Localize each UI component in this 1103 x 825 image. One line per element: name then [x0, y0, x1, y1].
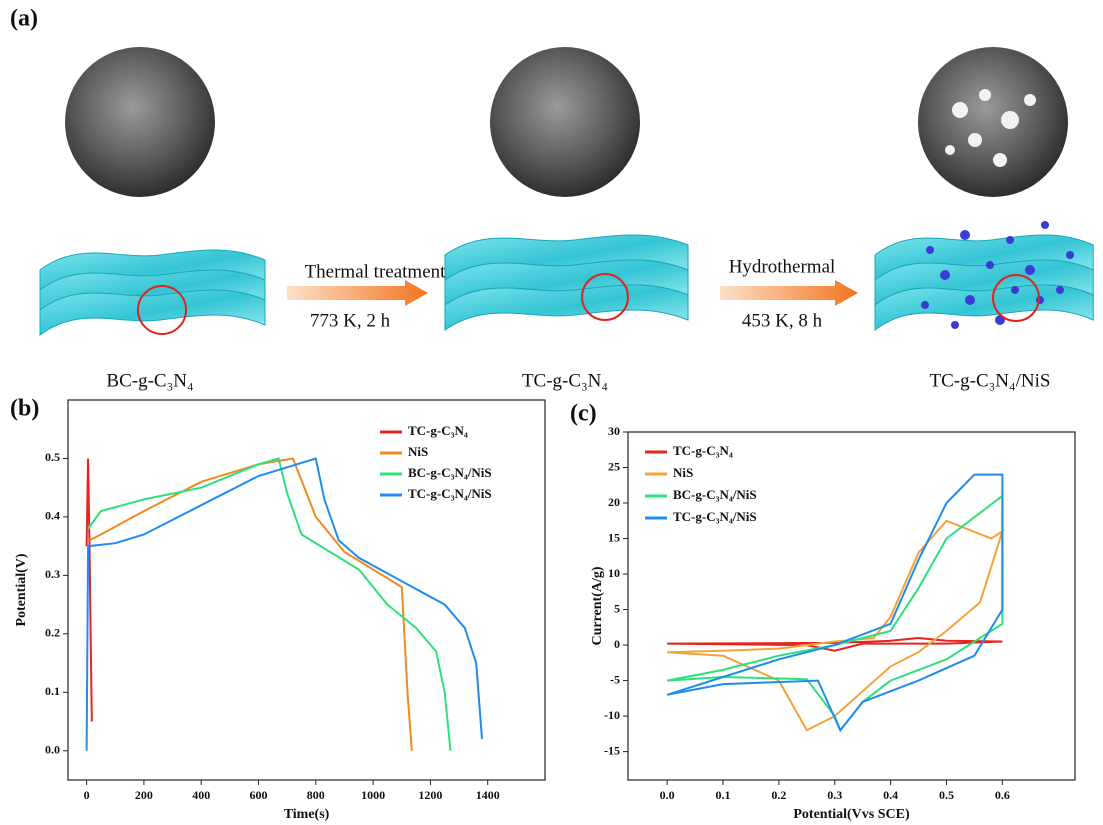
data-line — [85, 458, 93, 722]
step-name: Thermal treatment — [305, 261, 447, 282]
legend-label: TC-g-C₃N₄/NiS — [673, 509, 757, 524]
x-tick-label: 1200 — [418, 788, 442, 802]
sem-image — [490, 47, 640, 197]
stage-label: BC-g-C₃N₄ — [106, 370, 193, 391]
data-line — [89, 457, 413, 751]
x-tick-label: 1400 — [476, 788, 500, 802]
y-axis-label: Potential(V) — [14, 553, 29, 626]
y-tick-label: 10 — [608, 566, 620, 580]
legend-label: BC-g-C₃N₄/NiS — [408, 465, 492, 480]
panel-label: (b) — [10, 396, 39, 422]
step-condition: 773 K, 2 h — [310, 310, 391, 331]
y-tick-label: 30 — [608, 424, 620, 438]
x-axis-label: Potential(Vvs SCE) — [793, 807, 910, 822]
y-tick-label: 0.1 — [45, 684, 60, 698]
y-tick-label: 20 — [608, 495, 620, 509]
legend-label: NiS — [673, 465, 693, 480]
x-tick-label: 0.5 — [939, 788, 954, 802]
x-tick-label: 600 — [250, 788, 268, 802]
data-line — [666, 493, 1004, 733]
x-axis-label: Time(s) — [284, 807, 330, 822]
y-tick-label: 0.5 — [45, 450, 60, 464]
x-tick-label: 800 — [307, 788, 325, 802]
data-line — [667, 636, 1003, 652]
legend-label: TC-g-C₃N₄ — [408, 423, 468, 438]
step-name: Hydrothermal — [729, 256, 836, 277]
y-tick-label: 0.2 — [45, 626, 60, 640]
y-tick-label: 15 — [608, 530, 620, 544]
x-tick-label: 0.1 — [715, 788, 730, 802]
y-tick-label: -10 — [604, 708, 620, 722]
particles — [945, 89, 1036, 167]
x-tick-label: 0.6 — [995, 788, 1010, 802]
x-tick-label: 200 — [135, 788, 153, 802]
data-line — [85, 457, 483, 751]
sem-image — [918, 47, 1068, 197]
legend-label: BC-g-C₃N₄/NiS — [673, 487, 757, 502]
arrows — [287, 280, 858, 306]
stage-label: TC-g-C₃N₄ — [522, 370, 608, 391]
plot-frame — [627, 431, 1076, 781]
panel-label: (c) — [570, 401, 597, 427]
y-tick-label: -5 — [610, 672, 620, 686]
x-tick-label: 1000 — [361, 788, 385, 802]
highlight-circles — [137, 273, 1040, 335]
y-tick-label: 25 — [608, 459, 620, 473]
data-line — [87, 457, 452, 751]
x-tick-label: 0 — [84, 788, 90, 802]
sem-images — [65, 47, 1068, 197]
legend-label: TC-g-C₃N₄/NiS — [408, 486, 492, 501]
legend-label: NiS — [408, 444, 428, 459]
y-tick-label: 0 — [614, 637, 620, 651]
x-tick-label: 0.0 — [660, 788, 675, 802]
panel-label: (a) — [10, 6, 38, 32]
data-line — [666, 473, 1004, 733]
data-line — [667, 519, 1005, 732]
y-tick-label: 0.0 — [45, 743, 60, 757]
x-tick-label: 0.4 — [883, 788, 898, 802]
y-tick-label: 0.4 — [45, 509, 60, 523]
x-tick-label: 0.3 — [827, 788, 842, 802]
y-tick-label: -15 — [604, 743, 620, 757]
stage-label: TC-g-C₃N₄/NiS — [930, 370, 1051, 391]
step-condition: 453 K, 8 h — [742, 310, 823, 331]
y-tick-label: 0.3 — [45, 567, 60, 581]
sheets — [39, 234, 1094, 336]
x-tick-label: 400 — [192, 788, 210, 802]
y-tick-label: 5 — [614, 601, 620, 615]
y-axis-label: Current(A/g) — [590, 566, 605, 645]
plot-frame — [67, 399, 546, 781]
legend-label: TC-g-C₃N₄ — [673, 443, 733, 458]
x-tick-label: 0.2 — [771, 788, 786, 802]
sem-image — [65, 47, 215, 197]
